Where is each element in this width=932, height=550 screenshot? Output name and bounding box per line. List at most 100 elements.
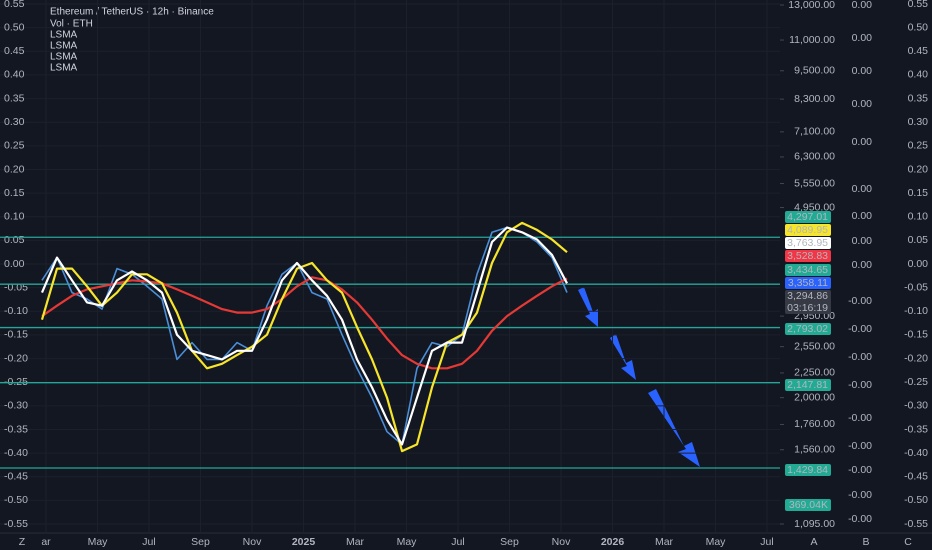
arrows: [578, 287, 700, 467]
x-tick-label: 2026: [601, 536, 625, 548]
series-line: [41, 276, 568, 370]
right-tick-label: -0.25: [904, 376, 928, 388]
right-tick-label: 0.50: [908, 21, 929, 33]
left-tick-label: -0.20: [4, 352, 28, 364]
overlay-scale-label: 0.00: [852, 136, 873, 148]
y-tick-label: 5,550.00: [794, 177, 835, 189]
x-tick-label: Sep: [191, 536, 210, 548]
overlay-scale-label: -0.00: [848, 379, 872, 391]
overlay-scale-label: 0.00: [852, 65, 873, 77]
series-line: [40, 226, 568, 446]
left-tick-label: -0.40: [4, 447, 28, 459]
arrow: [578, 287, 598, 327]
overlay-scale-label: -0.00: [848, 323, 872, 335]
price-tag-label: 4,297.01: [787, 211, 828, 223]
price-tag: [785, 237, 831, 249]
left-tick-label: -0.15: [4, 329, 28, 341]
price-tag-label: 3,358.11: [788, 277, 828, 289]
overlay-scale-label: 0.00: [852, 210, 873, 222]
left-tick-label: -0.55: [4, 518, 28, 530]
ui-button[interactable]: A: [810, 536, 817, 548]
left-tick-label: 0.50: [4, 21, 25, 33]
right-tick-label: -0.35: [904, 423, 928, 435]
right-tick-label: -0.10: [904, 305, 928, 317]
left-tick-label: -0.10: [4, 305, 28, 317]
overlay-scale-label: 0.00: [852, 183, 873, 195]
legend-entry: LSMA: [50, 52, 78, 63]
left-tick-label: -0.25: [4, 376, 28, 388]
ui-button[interactable]: Z: [19, 536, 26, 548]
left-tick-label: 0.15: [4, 187, 25, 199]
right-tick-label: 0.20: [908, 163, 929, 175]
left-tick-label: 0.30: [4, 116, 25, 128]
left-tick-label: 0.00: [4, 258, 25, 270]
price-tag: [785, 464, 831, 476]
chart-title: Ethereum / TetherUS · 12h · Binance: [50, 7, 214, 18]
left-tick-label: 0.40: [4, 69, 25, 81]
right-tick-label: 0.10: [908, 211, 929, 223]
right-tick-label: -0.40: [904, 447, 928, 459]
y-tick-label: 2,250.00: [794, 367, 835, 379]
price-tag-label: 2,147.81: [787, 379, 828, 391]
right-tick-label: -0.15: [904, 329, 928, 341]
y-tick-label: 7,100.00: [794, 126, 835, 138]
left-tick-label: 0.35: [4, 92, 25, 104]
arrow: [610, 334, 636, 380]
y-tick-label: 11,000.00: [789, 34, 835, 46]
overlay-scale-label: 0.00: [852, 235, 873, 247]
price-tag: [785, 264, 831, 276]
x-tick-label: May: [397, 536, 418, 548]
left-tick-label: -0.45: [4, 471, 28, 483]
price-tag-label: 3,763.95: [787, 237, 828, 249]
arrow: [648, 389, 700, 467]
left-tick-label: -0.50: [4, 494, 28, 506]
y-tick-label: 1,760.00: [794, 418, 835, 430]
x-tick-label: Mar: [655, 536, 674, 548]
price-tag-label: 3,434.65: [787, 264, 828, 276]
series-line: [40, 221, 568, 453]
ui-button[interactable]: B: [862, 536, 869, 548]
overlay-scale-label: -0.00: [848, 295, 872, 307]
x-tick-label: Jul: [451, 536, 464, 548]
right-tick-label: 0.30: [908, 116, 929, 128]
right-tick-label: -0.45: [904, 471, 928, 483]
overlay-scale-label: 0.00: [852, 98, 873, 110]
left-tick-label: 0.45: [4, 45, 25, 57]
x-tick-label: ar: [41, 536, 51, 548]
price-tag-label: 2,793.02: [787, 323, 828, 335]
right-tick-label: 0.15: [908, 187, 929, 199]
price-tag-label: 4,089.95: [787, 224, 828, 236]
price-tag-label: 3,294.86: [787, 290, 828, 302]
y-tick-label: 1,095.00: [794, 518, 835, 530]
right-tick-label: 0.05: [908, 234, 929, 246]
overlay-scale-label: 0.00: [852, 0, 873, 11]
x-tick-label: Nov: [552, 536, 571, 548]
price-tag: [785, 290, 831, 314]
price-tag-label: 1,429.84: [787, 464, 828, 476]
legend-entry: LSMA: [50, 63, 78, 74]
y-tick-label: 2,550.00: [794, 340, 835, 352]
x-tick-label: May: [706, 536, 727, 548]
overlay-scale-label: 0.00: [852, 32, 873, 44]
ui-button[interactable]: C: [904, 536, 912, 548]
overlay-scale-label: -0.00: [848, 513, 872, 525]
left-tick-label: 0.05: [4, 234, 25, 246]
right-tick-label: 0.45: [908, 45, 929, 57]
price-tag-label: 369.04K: [789, 499, 828, 511]
time-axis: [0, 533, 932, 550]
x-tick-label: 2025: [292, 536, 316, 548]
x-tick-label: Sep: [500, 536, 519, 548]
x-tick-label: Mar: [346, 536, 365, 548]
x-tick-label: Jul: [142, 536, 155, 548]
left-tick-label: 0.55: [4, 0, 25, 10]
price-tag: [785, 277, 831, 289]
legend-entry: LSMA: [50, 30, 78, 41]
right-tick-label: -0.05: [904, 281, 928, 293]
right-tick-label: -0.50: [904, 494, 928, 506]
overlay-scale-label: -0.00: [848, 412, 872, 424]
price-tag: [785, 224, 831, 236]
left-tick-label: -0.30: [4, 400, 28, 412]
overlay-scale-label: -0.00: [848, 489, 872, 501]
